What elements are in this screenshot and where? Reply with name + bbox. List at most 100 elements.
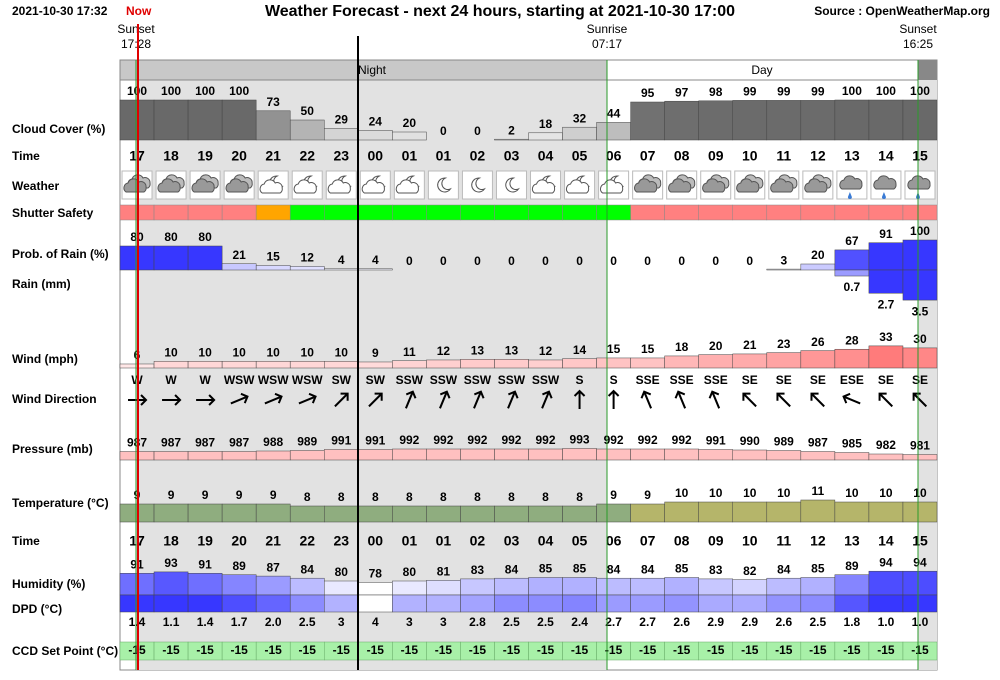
- period-label: Day: [751, 63, 772, 77]
- shutter-cell: [187, 204, 223, 221]
- wind-direction: SSW: [396, 373, 424, 387]
- weather-icon: [839, 175, 863, 199]
- hour-label: 02: [470, 148, 486, 164]
- weather-cell: [427, 170, 459, 200]
- pressure-value: 992: [672, 433, 692, 447]
- dpd-bar: [187, 594, 223, 613]
- cloud-bar: [630, 101, 665, 141]
- wind-value: 10: [198, 345, 212, 359]
- row-label: Humidity (%): [12, 577, 85, 591]
- dpd-bar: [664, 594, 699, 613]
- wind-value: 11: [403, 345, 416, 359]
- rain-prob-value: 0: [542, 254, 549, 268]
- dpd-value: 1.7: [231, 615, 248, 629]
- ccd-value: -15: [571, 643, 589, 657]
- temperature-bar: [732, 501, 768, 523]
- humidity-value: 89: [845, 559, 859, 573]
- rain-prob-value: 0: [440, 254, 447, 268]
- temperature-bar: [494, 505, 529, 523]
- cloud-bar: [494, 138, 529, 141]
- cloud: [327, 179, 351, 194]
- rain-prob-value: 0: [644, 254, 651, 268]
- rain-prob-bar: [868, 242, 904, 271]
- rain-prob-value: 0: [610, 254, 617, 268]
- cloud: [157, 178, 181, 193]
- wind-value: 23: [777, 337, 791, 351]
- rain-prob-value: 21: [232, 248, 246, 262]
- wind-bar: [868, 345, 904, 369]
- humidity-value: 85: [811, 562, 825, 576]
- ccd-value: -15: [843, 643, 861, 657]
- hour-label: 04: [538, 533, 554, 549]
- pressure-bar: [289, 450, 325, 461]
- rain-value: 3.5: [912, 304, 929, 318]
- dpd-bar: [562, 594, 597, 613]
- cloud-bar: [324, 128, 359, 141]
- wind-bar: [153, 361, 189, 369]
- wind-arrow: [264, 392, 283, 405]
- shutter-cell: [460, 204, 495, 221]
- temperature-bar: [153, 503, 189, 523]
- dpd-bar: [732, 594, 768, 613]
- dpd-value: 2.9: [741, 615, 758, 629]
- humidity-bar: [800, 577, 836, 596]
- temperature-bar: [664, 501, 699, 523]
- pressure-bar: [834, 452, 870, 461]
- forecast-grid: Sunset17:28Sunrise07:17Sunset16:25Cloud …: [12, 22, 938, 661]
- rain-prob-value: 3: [780, 253, 787, 267]
- hour-label: 21: [265, 533, 281, 549]
- pressure-value: 992: [501, 433, 521, 447]
- wind-value: 12: [539, 344, 553, 358]
- pressure-bar: [187, 451, 223, 461]
- cloud-value: 99: [777, 85, 791, 99]
- weather-icon: [225, 174, 253, 193]
- dpd-value: 2.8: [469, 615, 486, 629]
- sun-event-label: Sunset: [117, 22, 155, 36]
- weather-icon: [531, 175, 556, 194]
- sun-event-time: 16:25: [903, 37, 933, 51]
- now-label: Now: [126, 4, 152, 18]
- rain-drop: [847, 192, 852, 199]
- rain-prob-value: 0: [576, 254, 583, 268]
- temperature-bar: [596, 503, 631, 523]
- pressure-bar: [698, 449, 733, 461]
- cloud-bar: [868, 99, 904, 141]
- pressure-value: 993: [570, 433, 590, 447]
- wind-arrow: [298, 392, 317, 405]
- rain-prob-value: 4: [338, 253, 345, 267]
- cloud: [804, 178, 828, 193]
- temperature-bar: [460, 505, 495, 523]
- cloud-bar: [392, 131, 427, 141]
- dpd-bar: [255, 594, 291, 613]
- wind-value: 21: [743, 338, 757, 352]
- cloud-value: 100: [910, 84, 930, 98]
- pressure-bar: [562, 448, 597, 461]
- cloud-value: 24: [369, 115, 383, 129]
- temperature-bar: [902, 501, 938, 523]
- dpd-bar: [630, 594, 665, 613]
- temperature-value: 10: [879, 486, 893, 500]
- shutter-cell: [834, 204, 870, 221]
- cloud-bar: [800, 100, 836, 141]
- cloud-value: 0: [474, 124, 481, 138]
- wind-bar: [664, 355, 699, 369]
- rain-drop: [881, 192, 886, 199]
- wind-direction: SSW: [430, 373, 458, 387]
- pressure-bar: [494, 448, 529, 461]
- hour-label: 05: [572, 148, 588, 164]
- dpd-bar: [358, 594, 393, 613]
- dpd-value: 3: [440, 615, 447, 629]
- hour-label: 23: [333, 533, 349, 549]
- hour-label: 14: [878, 148, 894, 164]
- wind-bar: [732, 353, 768, 369]
- pressure-value: 987: [161, 436, 181, 450]
- ccd-value: -15: [775, 643, 793, 657]
- wind-direction: SE: [776, 373, 792, 387]
- pressure-value: 982: [876, 438, 896, 452]
- night-band: [918, 60, 937, 80]
- shutter-cell: [255, 204, 291, 221]
- rain-prob-bar: [187, 245, 223, 271]
- sun-event-label: Sunrise: [587, 22, 628, 36]
- wind-bar: [766, 352, 802, 369]
- rain-prob-bar: [324, 268, 359, 271]
